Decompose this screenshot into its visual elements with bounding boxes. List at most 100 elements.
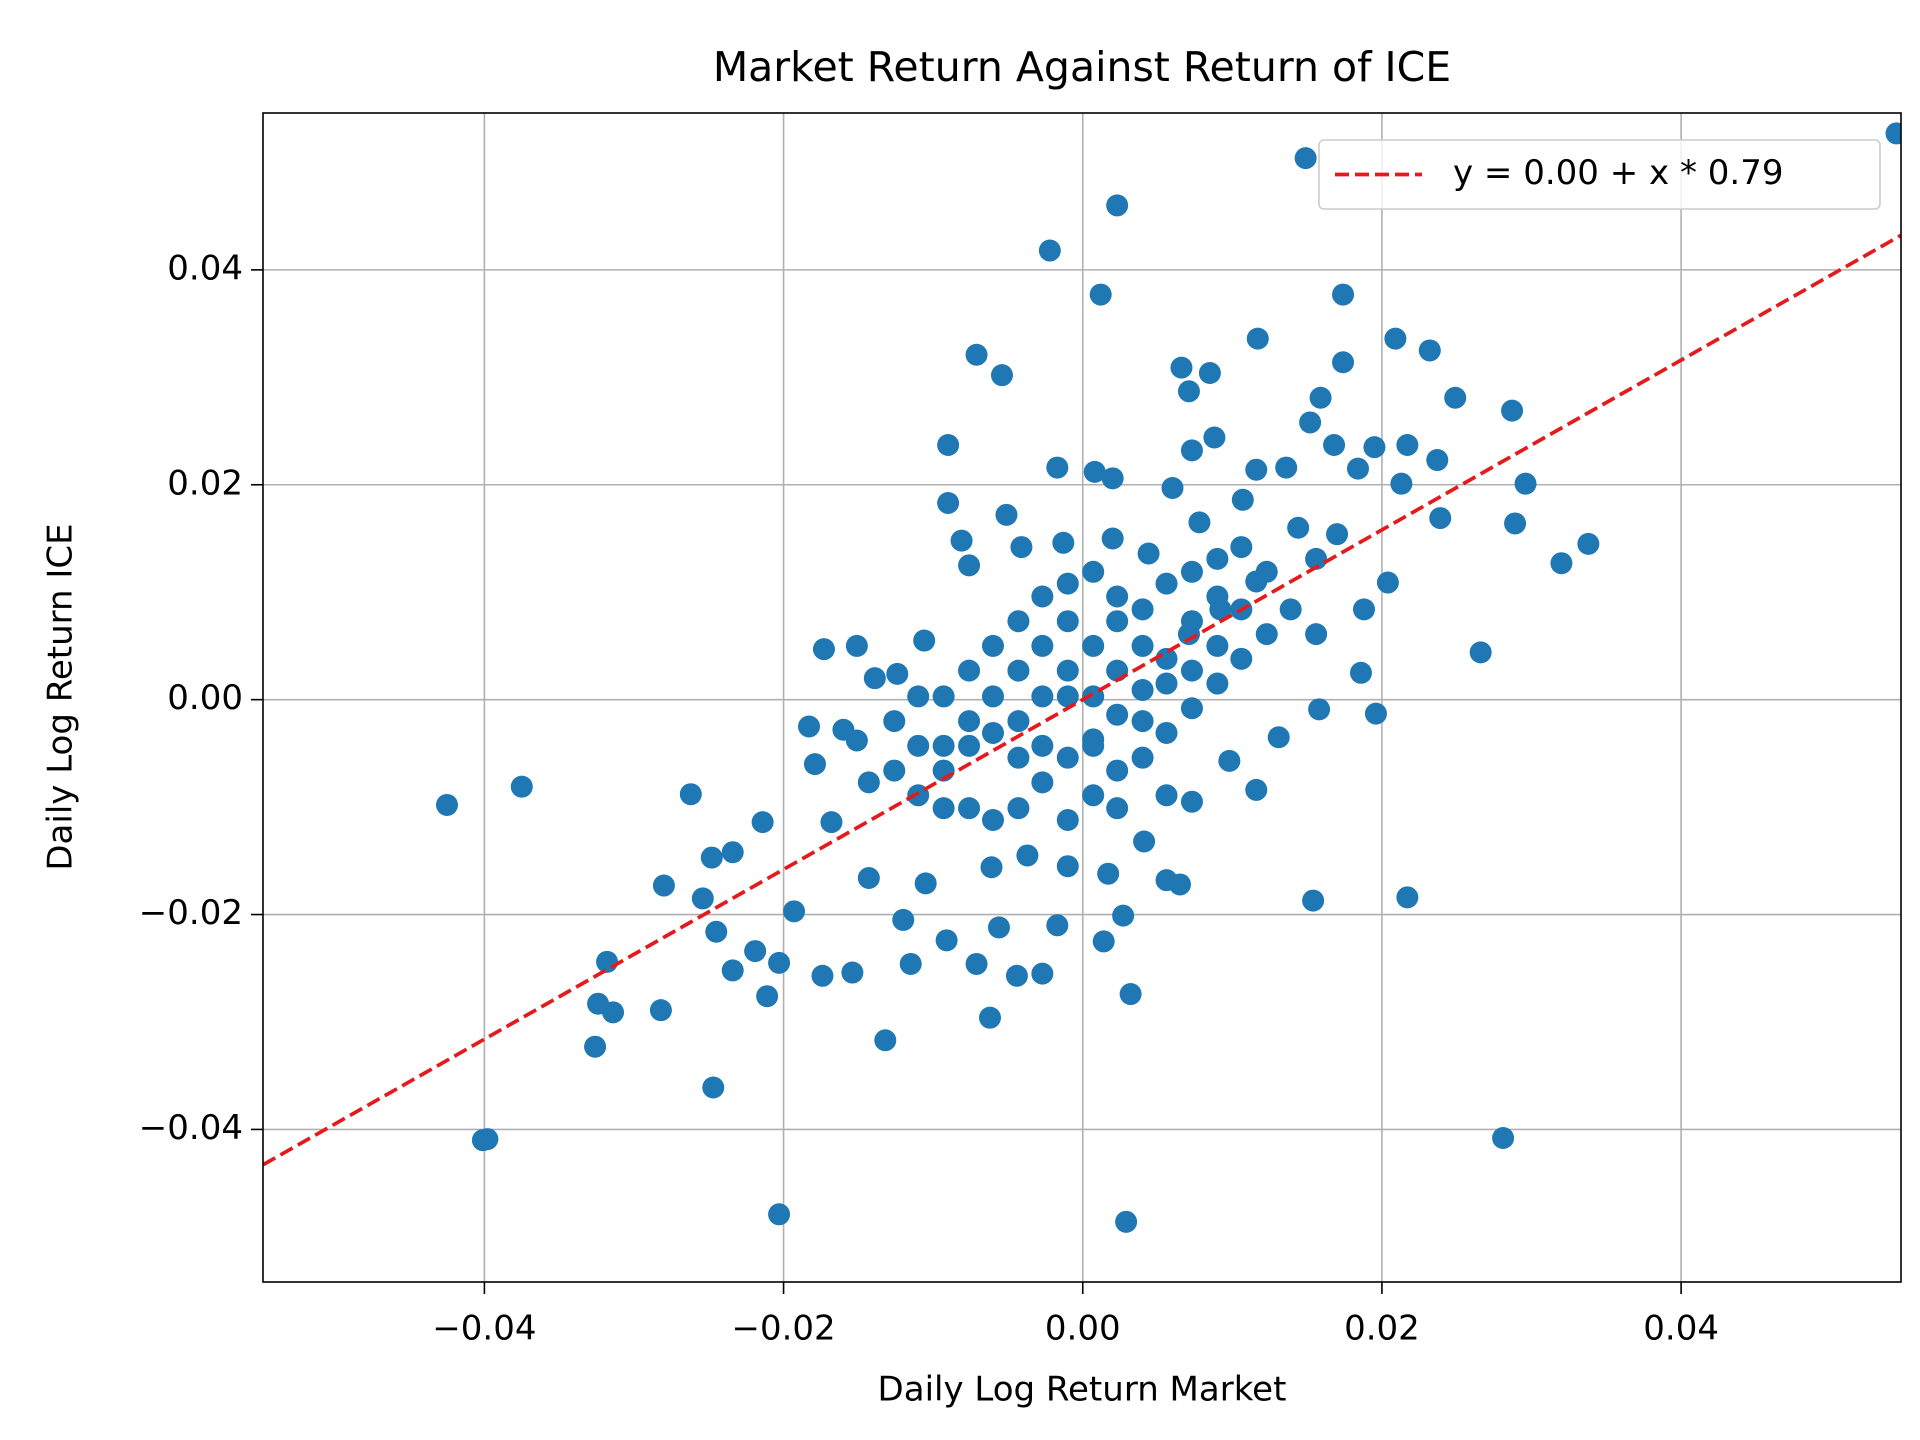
point	[1101, 467, 1124, 490]
point	[1106, 585, 1129, 608]
point	[1245, 458, 1268, 481]
point	[979, 1006, 1002, 1029]
point	[1101, 527, 1124, 550]
point	[1180, 697, 1203, 720]
point	[958, 797, 981, 820]
point	[820, 811, 843, 834]
point	[602, 1001, 625, 1024]
point	[1198, 362, 1221, 385]
point	[990, 364, 1013, 387]
point	[1384, 327, 1407, 350]
point	[950, 529, 973, 552]
point	[1082, 634, 1105, 657]
point	[1155, 672, 1178, 695]
point	[812, 638, 835, 661]
point	[1097, 862, 1120, 885]
point	[1206, 672, 1229, 695]
y-tick-label: 0.00	[167, 678, 243, 718]
point	[783, 900, 806, 923]
point	[1180, 560, 1203, 583]
point	[1052, 531, 1075, 554]
point	[937, 492, 960, 515]
y-tick-label: 0.04	[167, 248, 243, 288]
point	[1302, 889, 1325, 912]
point	[1426, 449, 1449, 472]
point	[1155, 572, 1178, 595]
point	[1016, 844, 1039, 867]
point	[1429, 507, 1452, 530]
point	[883, 710, 906, 733]
point	[914, 872, 937, 895]
point	[1131, 678, 1154, 701]
point	[803, 753, 826, 776]
plot-area	[263, 122, 1901, 1233]
point	[1007, 610, 1030, 633]
point	[932, 734, 955, 757]
x-tick-label: −0.02	[731, 1309, 835, 1349]
point	[857, 867, 880, 890]
point	[1005, 964, 1028, 987]
point	[845, 729, 868, 752]
point	[1577, 532, 1600, 555]
point	[1180, 439, 1203, 462]
point	[1038, 239, 1061, 262]
point	[1089, 283, 1112, 306]
point	[1031, 734, 1054, 757]
point	[913, 629, 936, 652]
point	[1396, 434, 1419, 457]
point	[1056, 808, 1079, 831]
axes-frame	[262, 112, 1902, 1283]
point	[1131, 634, 1154, 657]
point	[1007, 659, 1030, 682]
point	[1390, 472, 1413, 495]
point	[435, 793, 458, 816]
point	[1279, 598, 1302, 621]
x-axis-label: Daily Log Return Market	[878, 1370, 1287, 1410]
point	[1206, 585, 1229, 608]
point	[886, 662, 909, 685]
point	[1305, 623, 1328, 646]
point	[702, 1076, 725, 1099]
point	[1031, 962, 1054, 985]
point	[981, 721, 1004, 744]
point	[756, 985, 779, 1008]
point	[596, 950, 619, 973]
point	[907, 685, 930, 708]
point	[965, 952, 988, 975]
point	[649, 999, 672, 1022]
point	[1112, 904, 1135, 927]
point	[510, 775, 533, 798]
point	[705, 920, 728, 943]
point	[1245, 778, 1268, 801]
point	[1031, 585, 1054, 608]
point	[1885, 122, 1901, 145]
point	[899, 952, 922, 975]
point	[1046, 456, 1069, 479]
point	[798, 715, 820, 738]
point	[1231, 488, 1254, 511]
point	[1106, 759, 1129, 782]
point	[1514, 472, 1537, 495]
point	[1180, 610, 1203, 633]
point	[768, 1203, 791, 1226]
point	[1363, 436, 1386, 459]
point	[1007, 710, 1030, 733]
point	[1155, 869, 1178, 892]
point	[1083, 460, 1106, 483]
point	[1155, 721, 1178, 744]
point	[1396, 886, 1419, 909]
point	[1332, 351, 1355, 374]
point	[721, 841, 744, 864]
point	[1230, 536, 1253, 559]
point	[841, 961, 864, 984]
point	[1246, 327, 1269, 350]
point	[691, 887, 714, 910]
point	[1180, 659, 1203, 682]
point	[1046, 914, 1069, 937]
point	[679, 783, 702, 806]
y-axis-label: Daily Log Return ICE	[41, 523, 81, 870]
point	[1170, 356, 1193, 379]
point	[1137, 542, 1160, 565]
